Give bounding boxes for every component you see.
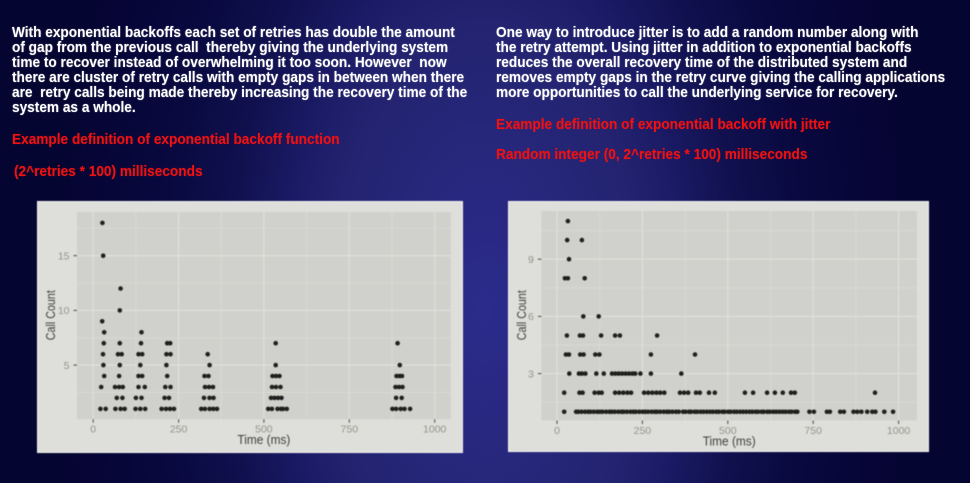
svg-text:500: 500 — [255, 424, 273, 436]
svg-text:5: 5 — [64, 360, 70, 372]
svg-text:750: 750 — [341, 424, 359, 436]
svg-text:Time (ms): Time (ms) — [703, 433, 756, 448]
svg-text:10: 10 — [58, 305, 70, 317]
svg-text:6: 6 — [528, 311, 534, 323]
svg-text:750: 750 — [804, 425, 822, 437]
svg-text:1000: 1000 — [423, 424, 447, 436]
svg-text:3: 3 — [528, 368, 534, 380]
svg-text:500: 500 — [719, 425, 737, 437]
svg-text:0: 0 — [90, 424, 96, 436]
svg-text:0: 0 — [554, 425, 560, 437]
svg-text:Call Count: Call Count — [514, 290, 529, 340]
svg-text:15: 15 — [58, 250, 70, 262]
svg-text:250: 250 — [170, 424, 188, 436]
svg-text:9: 9 — [528, 254, 534, 266]
svg-text:Time (ms): Time (ms) — [237, 432, 290, 447]
svg-text:250: 250 — [634, 425, 652, 437]
svg-text:Call Count: Call Count — [43, 290, 58, 340]
svg-text:1000: 1000 — [887, 425, 911, 437]
